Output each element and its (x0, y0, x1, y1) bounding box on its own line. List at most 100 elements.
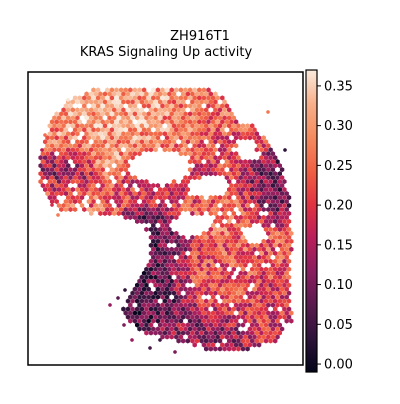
spot-point (109, 103, 115, 109)
spot-point (187, 238, 193, 244)
spot-point (231, 298, 237, 304)
spot-point (98, 202, 103, 209)
spot-point (192, 246, 197, 252)
spot-point (222, 330, 227, 336)
spot-point (245, 306, 250, 312)
spot-point (268, 218, 273, 224)
spot-point (282, 234, 287, 240)
spot-point (79, 179, 85, 185)
spot-point (247, 342, 253, 348)
spot-point (240, 314, 246, 320)
spot-point (245, 202, 250, 209)
spot-point (52, 171, 57, 177)
spot-point (261, 135, 266, 141)
spot-point (233, 175, 239, 181)
spot-point (217, 218, 223, 224)
spot-point (220, 198, 225, 205)
spot-point (121, 194, 126, 201)
spot-point (220, 302, 225, 308)
spot-point (183, 254, 188, 260)
spot-point (160, 127, 165, 133)
spot-point (146, 214, 151, 221)
spot-point (226, 131, 232, 137)
spot-point (266, 191, 271, 197)
spot-point (199, 91, 204, 97)
spot-point (220, 334, 225, 340)
spot-point (178, 206, 184, 213)
spot-point (194, 115, 200, 121)
spot-point (100, 198, 105, 205)
spot-point (199, 250, 204, 256)
spot-point (169, 326, 174, 332)
spot-point (102, 155, 108, 161)
spot-point (171, 322, 177, 328)
spot-point (134, 179, 140, 185)
spot-point (49, 119, 55, 125)
spot-point (139, 322, 145, 328)
spot-point (98, 187, 103, 193)
spot-point (243, 135, 248, 141)
spot-point (160, 326, 165, 332)
spot-point (275, 294, 280, 300)
spot-point (61, 155, 66, 161)
spot-point (160, 103, 165, 109)
spot-point (210, 246, 216, 252)
spot-point (236, 322, 241, 328)
spot-point (70, 179, 76, 185)
spot-point (220, 167, 225, 173)
spot-point (270, 151, 276, 157)
spot-point (229, 191, 234, 197)
spot-point (277, 290, 283, 296)
spot-point (256, 318, 262, 324)
spot-point (213, 258, 218, 264)
spot-point (220, 230, 225, 236)
spot-point (130, 123, 135, 129)
spot-point (121, 115, 126, 121)
spot-point (224, 214, 230, 221)
spot-point (226, 290, 232, 296)
spot-point (176, 234, 181, 240)
spot-point (47, 123, 53, 129)
spot-point (233, 159, 239, 165)
spot-point (100, 111, 105, 117)
spot-point (220, 262, 225, 268)
spot-point (167, 107, 172, 113)
spot-point (49, 167, 55, 173)
spot-point (178, 326, 184, 332)
spot-point (240, 290, 246, 296)
spot-point (174, 198, 179, 205)
spot-point (137, 310, 142, 316)
spot-point (185, 330, 191, 336)
spot-point (102, 179, 108, 185)
spot-point (226, 282, 232, 288)
spot-point (229, 143, 234, 149)
spot-point (79, 171, 85, 177)
spot-point (162, 322, 168, 328)
spot-point (192, 111, 197, 117)
spot-point (194, 242, 200, 248)
spot-point (98, 194, 103, 201)
spot-point (151, 254, 156, 260)
spot-point (139, 139, 145, 145)
spot-point (187, 318, 193, 324)
spot-point (111, 131, 117, 137)
spot-point (178, 310, 184, 316)
spot-point (240, 187, 246, 193)
spot-point (266, 214, 271, 221)
spot-point (151, 294, 156, 300)
spot-point (141, 143, 147, 149)
spot-point (91, 175, 96, 181)
spot-point (268, 147, 273, 153)
spot-point (88, 99, 94, 105)
spot-point (128, 87, 133, 93)
spot-point (65, 155, 71, 161)
spot-point (245, 210, 250, 217)
spot-point (72, 127, 78, 133)
spot-point (82, 167, 87, 173)
spot-point (229, 159, 234, 165)
spot-point (151, 183, 156, 189)
spot-point (220, 254, 225, 260)
spot-point (176, 290, 181, 296)
spot-point (134, 290, 140, 296)
spot-point (82, 183, 87, 189)
